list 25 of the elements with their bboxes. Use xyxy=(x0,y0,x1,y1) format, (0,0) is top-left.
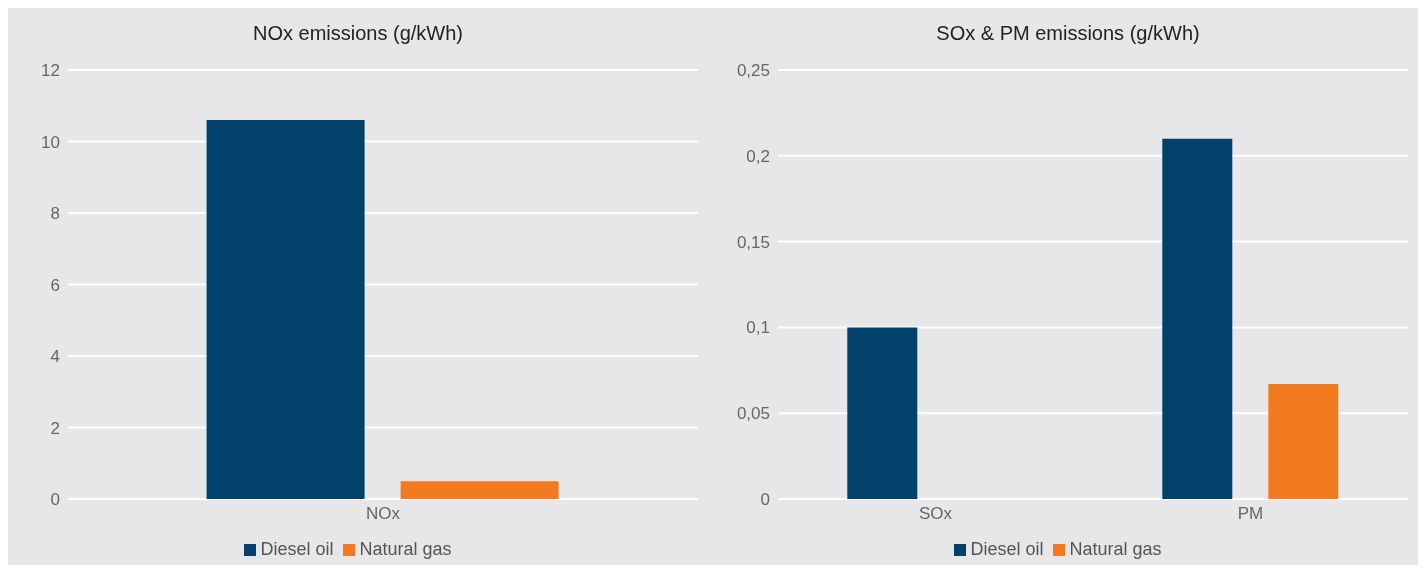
legend-label: Natural gas xyxy=(1069,539,1162,559)
legend-label: Natural gas xyxy=(359,539,452,559)
bar xyxy=(1162,138,1233,499)
y-tick-label: 0 xyxy=(760,490,770,510)
x-tick-label: PM xyxy=(1237,504,1264,524)
y-tick-label: 2 xyxy=(50,418,60,438)
y-tick-label: 8 xyxy=(50,204,60,224)
y-tick-label: 0,05 xyxy=(736,404,770,424)
y-tick-label: 4 xyxy=(50,347,60,367)
y-tick-label: 0 xyxy=(50,490,60,510)
x-tick-label: NOx xyxy=(366,504,401,524)
chart-title: SOx & PM emissions (g/kWh) xyxy=(935,21,1201,46)
legend-label: Diesel oil xyxy=(260,539,334,559)
y-tick-label: 0,25 xyxy=(736,61,770,81)
y-tick-label: 0,2 xyxy=(746,146,770,166)
y-tick-label: 6 xyxy=(50,275,60,295)
y-tick-label: 12 xyxy=(41,61,60,81)
chart-title: NOx emissions (g/kWh) xyxy=(252,21,464,46)
y-tick-label: 0,1 xyxy=(746,318,770,338)
bar xyxy=(1268,384,1339,499)
y-tick-label: 0,15 xyxy=(736,232,770,252)
y-tick-label: 10 xyxy=(41,132,60,152)
bar xyxy=(847,327,918,499)
x-tick-label: SOx xyxy=(918,504,953,524)
legend-label: Diesel oil xyxy=(970,539,1044,559)
